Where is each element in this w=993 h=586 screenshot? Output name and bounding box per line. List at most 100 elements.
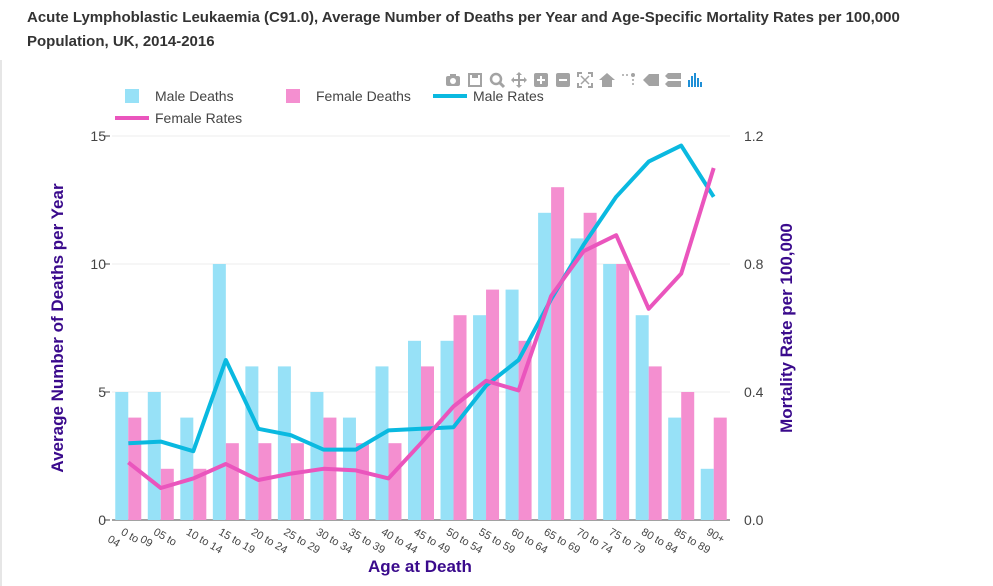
x-tick-label: 15 to 19 (216, 526, 256, 556)
male-deaths-bar[interactable] (440, 340, 454, 520)
x-tick-text: 55 to 59 (477, 526, 517, 556)
female-deaths-bar[interactable] (551, 187, 565, 520)
camera-icon[interactable] (444, 71, 462, 89)
x-tick-label: 55 to 59 (477, 526, 517, 556)
x-tick-text: 25 to 29 (281, 526, 321, 556)
x-tick-text: 45 to 49 (412, 526, 452, 556)
female-deaths-bar[interactable] (583, 212, 597, 521)
legend-label: Male Rates (473, 88, 544, 104)
x-tick-label: 60 to 64 (509, 526, 549, 556)
y-tick-label: 15 (90, 128, 106, 144)
male-deaths-bar[interactable] (635, 315, 649, 520)
legend-label: Female Deaths (316, 88, 411, 104)
female-deaths-bar[interactable] (486, 289, 500, 520)
x-tick-label: 45 to 49 (412, 526, 452, 556)
x-tick-text: 10 to 14 (184, 526, 224, 556)
male-deaths-bar[interactable] (310, 392, 324, 520)
legend-item-female-rates[interactable]: Female Rates (115, 110, 242, 126)
y2-tick-label: 0.0 (744, 512, 764, 528)
x-tick-text: 70 to 74 (574, 526, 614, 556)
x-tick-text: 80 to 84 (639, 526, 679, 556)
legend[interactable]: Male Deaths Female Deaths Male Rates Female… (115, 88, 544, 126)
female-deaths-bar[interactable] (388, 443, 402, 520)
x-tick-label: 50 to 54 (444, 526, 484, 556)
y2-tick-label: 1.2 (744, 128, 764, 144)
x-tick-text: 30 to 34 (314, 526, 354, 556)
female-deaths-bar[interactable] (616, 264, 630, 520)
male-deaths-bar[interactable] (473, 315, 487, 520)
male-deaths-bar[interactable] (115, 392, 129, 520)
zoom-in-icon[interactable] (532, 71, 550, 89)
autoscale-icon[interactable] (576, 71, 594, 89)
x-tick-label: 80 to 84 (639, 526, 679, 556)
legend-swatch (125, 89, 139, 103)
x-tick-text: 85 to 89 (672, 526, 712, 556)
y-tick-label: 5 (98, 384, 106, 400)
modebar (444, 70, 704, 90)
male-deaths-bar[interactable] (570, 238, 584, 520)
spike-lines-icon[interactable] (620, 71, 638, 89)
hover-closest-icon[interactable] (642, 71, 660, 89)
male-rates-line[interactable] (128, 143, 716, 454)
female-deaths-bar[interactable] (421, 366, 434, 520)
plotly-logo-icon[interactable] (686, 71, 704, 89)
hover-compare-icon[interactable] (664, 71, 682, 89)
male-deaths-bar[interactable] (277, 366, 291, 520)
male-deaths-bar[interactable] (538, 212, 552, 521)
save-icon[interactable] (466, 71, 484, 89)
male-deaths-bar[interactable] (700, 468, 714, 520)
x-tick-text: 60 to 64 (509, 526, 549, 556)
x-tick-text: 35 to 39 (346, 526, 386, 556)
female-deaths-bar[interactable] (193, 468, 207, 520)
x-tick-text: 20 to 24 (249, 526, 289, 556)
female-deaths-bar[interactable] (290, 443, 304, 520)
y2-tick-label: 0.4 (744, 384, 764, 400)
female-deaths-bar[interactable] (713, 417, 727, 520)
x-tick-label: 35 to 39 (346, 526, 386, 556)
x-tick-text: 40 to 44 (379, 526, 419, 556)
legend-item-female-deaths[interactable]: Female Deaths (286, 88, 411, 104)
male-deaths-bar[interactable] (375, 366, 389, 520)
female-deaths-bar[interactable] (225, 443, 239, 520)
male-deaths-bar[interactable] (180, 417, 194, 520)
panel-border (0, 60, 2, 586)
legend-label: Female Rates (155, 110, 242, 126)
female-deaths-bar[interactable] (258, 443, 272, 520)
female-deaths-bar[interactable] (160, 468, 174, 520)
x-tick-text: 75 to 79 (607, 526, 647, 556)
female-deaths-bar[interactable] (355, 443, 369, 520)
home-icon[interactable] (598, 71, 616, 89)
lines-layer (127, 143, 716, 490)
x-tick-text: 15 to 19 (216, 526, 256, 556)
chart-title: Acute Lymphoblastic Leukaemia (C91.0), A… (27, 9, 900, 50)
x-tick-label: 20 to 24 (249, 526, 289, 556)
male-deaths-bar[interactable] (505, 289, 519, 520)
pan-icon[interactable] (510, 71, 528, 89)
female-rates-line[interactable] (127, 167, 716, 490)
bars-layer (115, 187, 727, 521)
x-tick-label: 75 to 79 (607, 526, 647, 556)
zoom-out-icon[interactable] (554, 71, 572, 89)
x-tick-label: 30 to 34 (314, 526, 354, 556)
x-tick-text: 09 (138, 533, 155, 550)
male-deaths-bar[interactable] (147, 392, 161, 520)
legend-item-male-deaths[interactable]: Male Deaths (125, 88, 234, 104)
x-axis-title: Age at Death (368, 557, 472, 576)
x-tick-label: 70 to 74 (574, 526, 614, 556)
male-deaths-bar[interactable] (245, 366, 259, 520)
male-deaths-bar[interactable] (212, 264, 226, 520)
legend-item-male-rates[interactable]: Male Rates (433, 88, 544, 104)
y-axis-title: Average Number of Deaths per Year (48, 183, 67, 473)
male-deaths-bar[interactable] (668, 417, 682, 520)
y-tick-label: 0 (98, 512, 106, 528)
male-deaths-bar[interactable] (603, 264, 617, 520)
zoom-icon[interactable] (488, 71, 506, 89)
x-tick-text: 04 (105, 533, 122, 550)
x-tick-text: 65 to 69 (542, 526, 582, 556)
female-deaths-bar[interactable] (648, 366, 662, 520)
female-deaths-bar[interactable] (681, 392, 695, 520)
y2-tick-label: 0.8 (744, 256, 764, 272)
y2-axis-title: Mortality Rate per 100,000 (777, 223, 796, 433)
